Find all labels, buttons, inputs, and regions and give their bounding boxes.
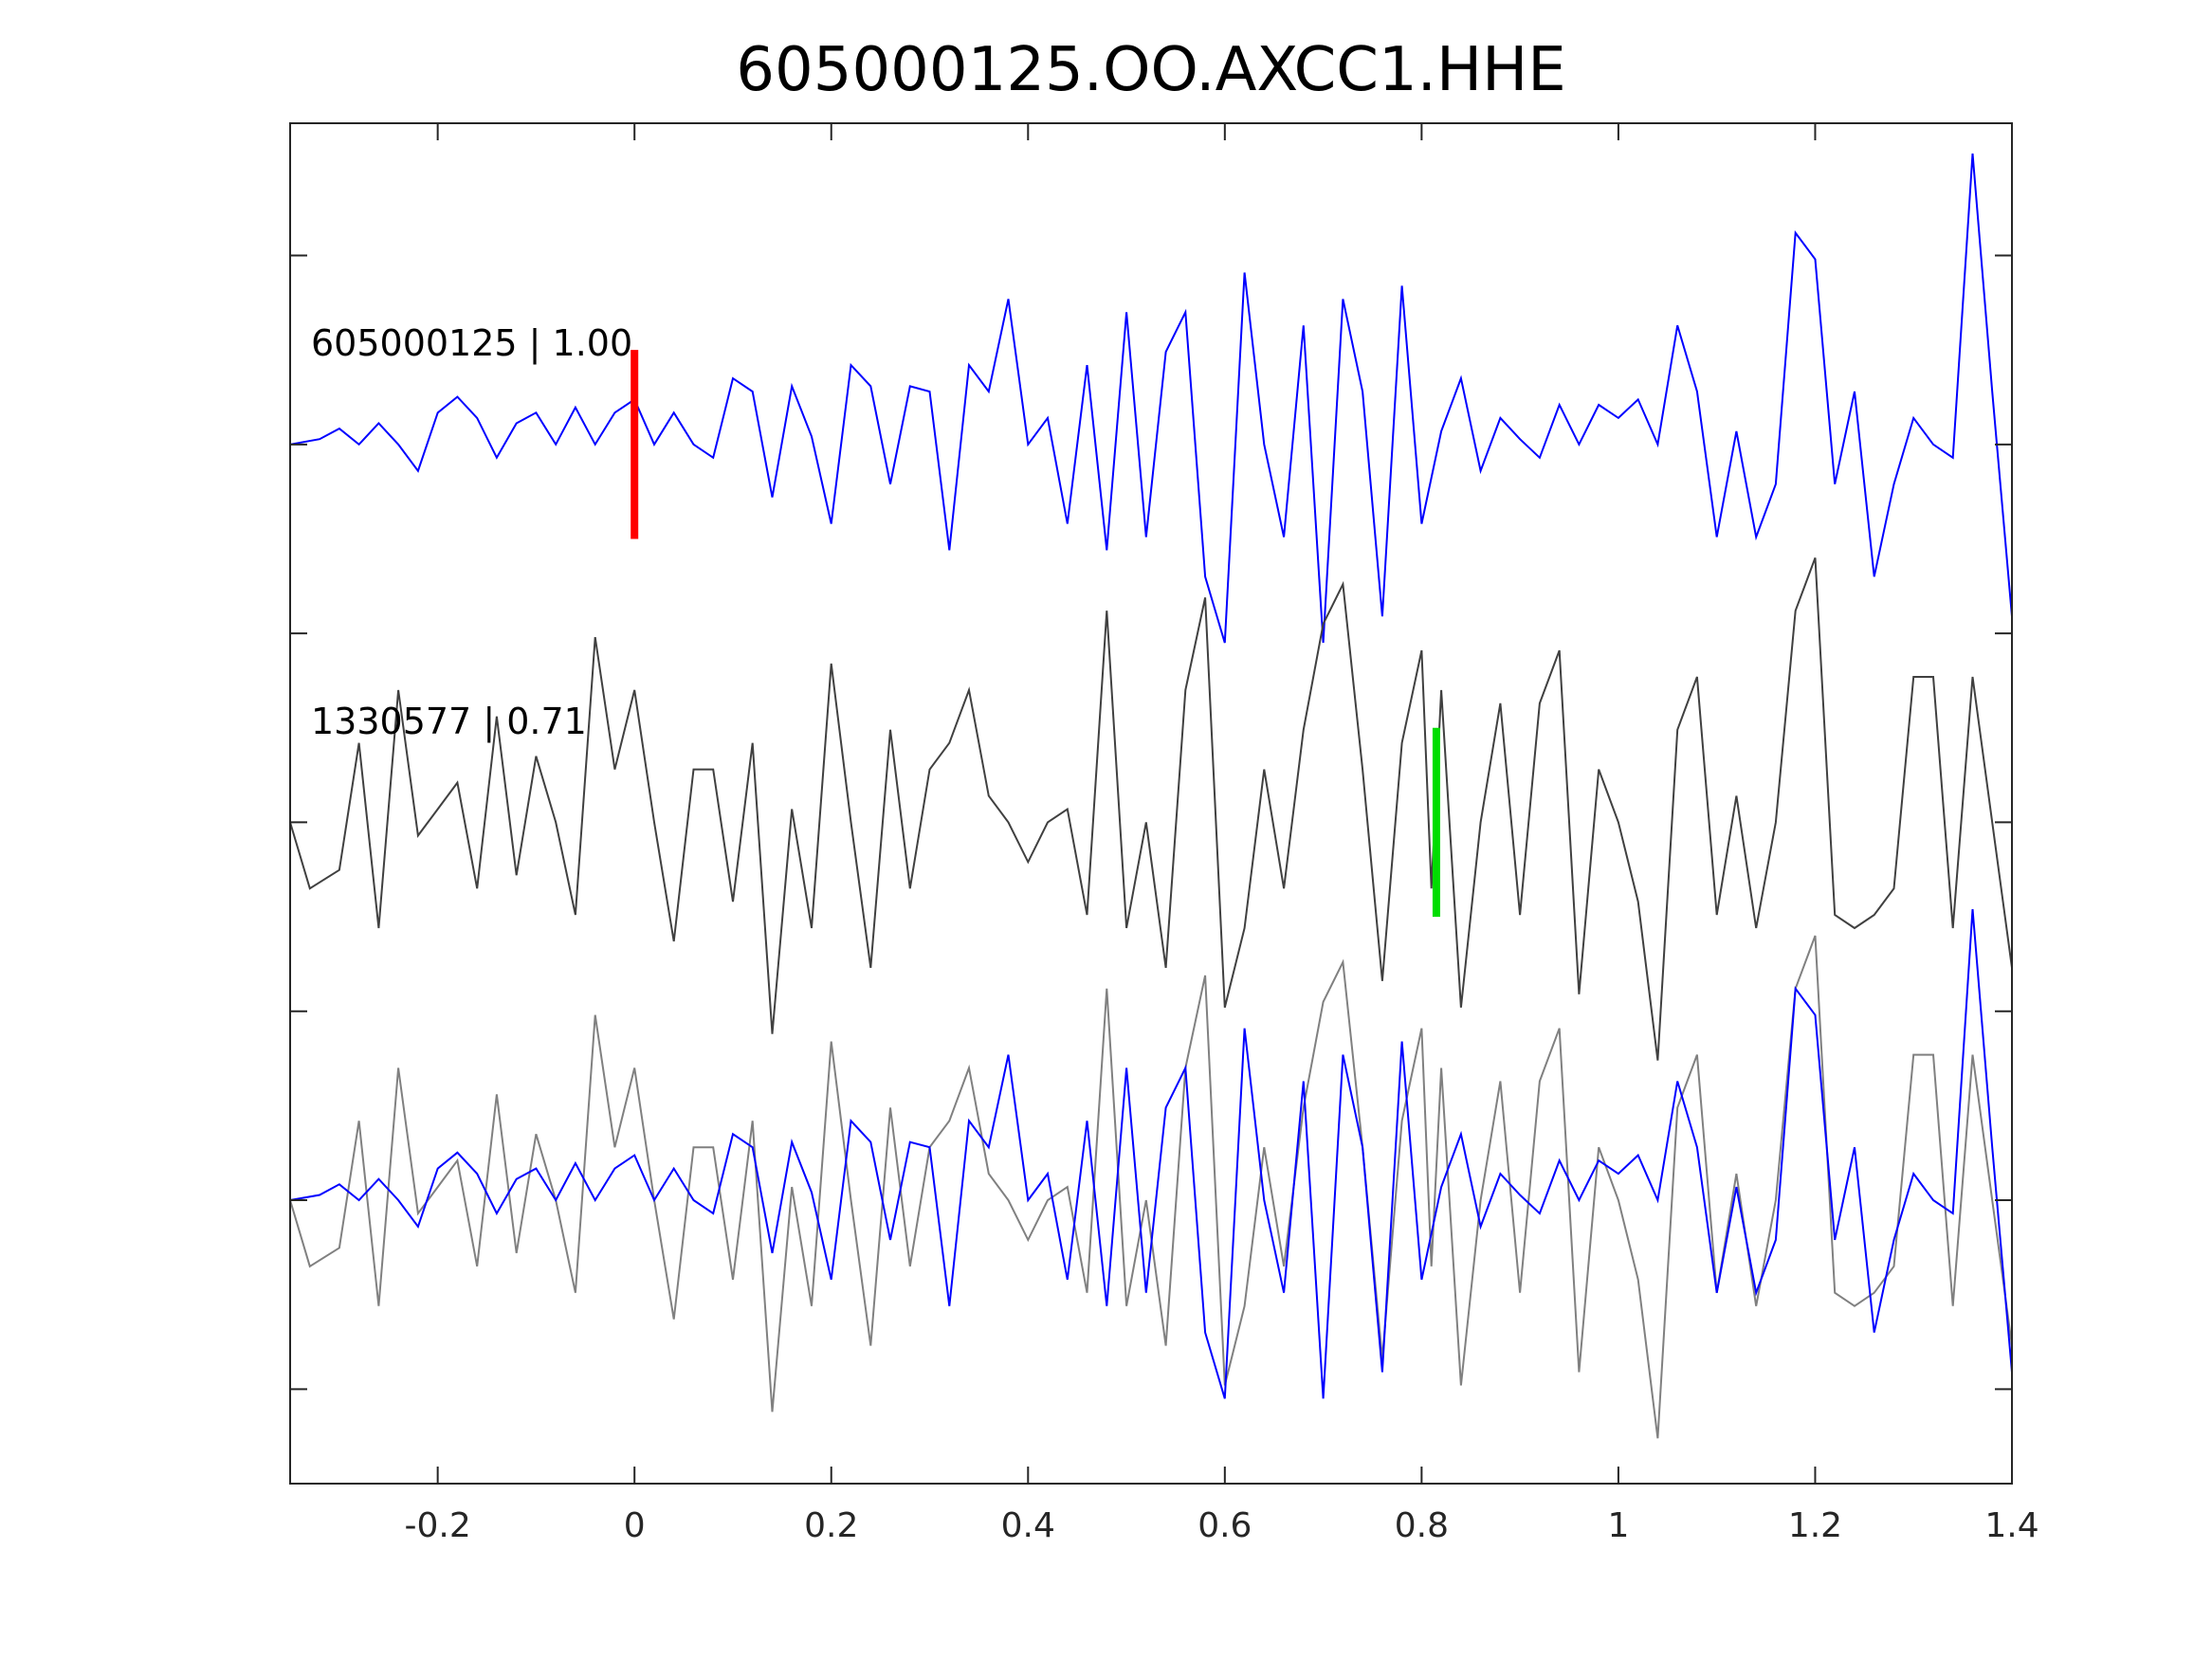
overlay-trace-line [289, 909, 2013, 1399]
x-tick-label: 0.4 [1001, 1506, 1055, 1545]
x-tick-label: -0.2 [405, 1506, 471, 1545]
y-axis [290, 254, 2012, 1391]
trace-line [289, 153, 2013, 644]
x-tick-label: 1.4 [1984, 1506, 2038, 1545]
trace-label: 1330577 | 0.71 [311, 701, 587, 743]
x-tick-label: 1.2 [1788, 1506, 1842, 1545]
x-tick-label: 0.2 [804, 1506, 858, 1545]
x-tick-label: 0.8 [1395, 1506, 1449, 1545]
trace-line [289, 557, 2013, 1061]
trace-label: 605000125 | 1.00 [311, 322, 632, 365]
x-tick-label: 1 [1607, 1506, 1629, 1545]
chart-title: 605000125.OO.AXCC1.HHE [736, 35, 1565, 105]
plot-area: 605000125 | 1.00 1330577 | 0.71 [289, 153, 2013, 1439]
x-tick-label: 0 [624, 1506, 646, 1545]
plot-frame [289, 122, 2013, 1485]
x-tick-label: 0.6 [1197, 1506, 1252, 1545]
x-axis: -0.2 0 0.2 0.4 0.6 0.8 1 1.2 1.4 [405, 123, 2039, 1545]
